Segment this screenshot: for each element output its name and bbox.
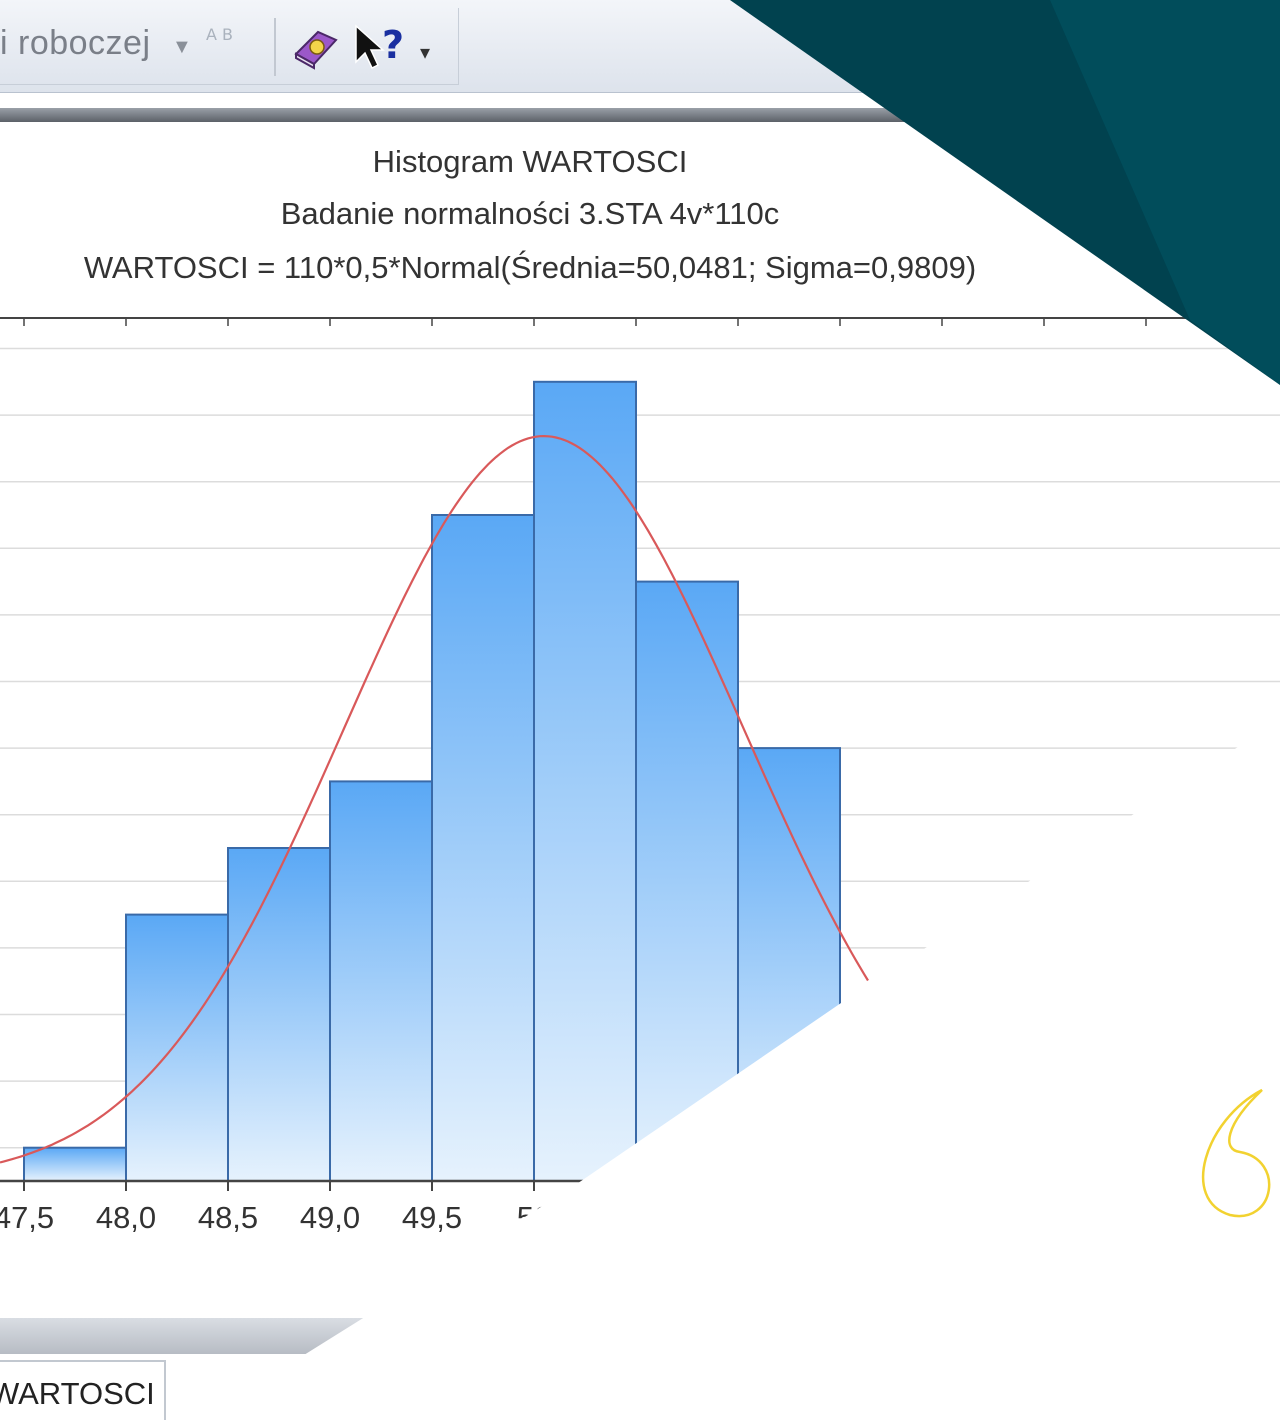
white-wedge-shape — [200, 720, 1280, 1420]
toolbar-separator — [274, 18, 276, 76]
histogram-bar — [227, 847, 331, 1182]
x-tick-label: 49,0 — [300, 1200, 360, 1235]
dropdown-arrow-icon[interactable]: ▼ — [172, 36, 192, 58]
histogram-bar — [329, 780, 433, 1183]
x-tick-label: 49,5 — [402, 1200, 462, 1235]
tab-label: WARTOSCI — [0, 1376, 155, 1411]
x-tick-label: 48,0 — [96, 1200, 156, 1235]
chevron-down-icon[interactable]: ▾ — [420, 42, 431, 64]
quote-mark-icon — [1201, 1088, 1271, 1218]
histogram-bar — [125, 913, 229, 1182]
x-tick-label: 48,5 — [198, 1200, 258, 1235]
histogram-bar — [431, 514, 535, 1182]
tab-wartosci[interactable]: WARTOSCI — [0, 1360, 166, 1420]
histogram-bar — [23, 1146, 127, 1182]
normal-fit-curve — [0, 434, 869, 1164]
chart-subtitle: Badanie normalności 3.STA 4v*110c — [280, 196, 780, 231]
teal-corner-highlight — [1050, 0, 1280, 385]
toolbar-dropdown-label[interactable]: i roboczej — [0, 24, 151, 62]
book-icon[interactable] — [290, 24, 342, 72]
chart-fit-formula: WARTOSCI = 110*0,5*Normal(Średnia=50,048… — [83, 250, 977, 285]
toolbar-frame — [0, 8, 459, 85]
swap-labels-icon[interactable]: A B — [206, 25, 234, 44]
histogram-chart: 47,548,048,549,049,550 — [0, 317, 1280, 1235]
x-tick-label: 47,5 — [0, 1200, 54, 1235]
chart-title: Histogram WARTOSCI — [372, 144, 688, 179]
help-cursor-icon[interactable]: ? — [352, 22, 412, 72]
svg-text:?: ? — [382, 23, 404, 67]
